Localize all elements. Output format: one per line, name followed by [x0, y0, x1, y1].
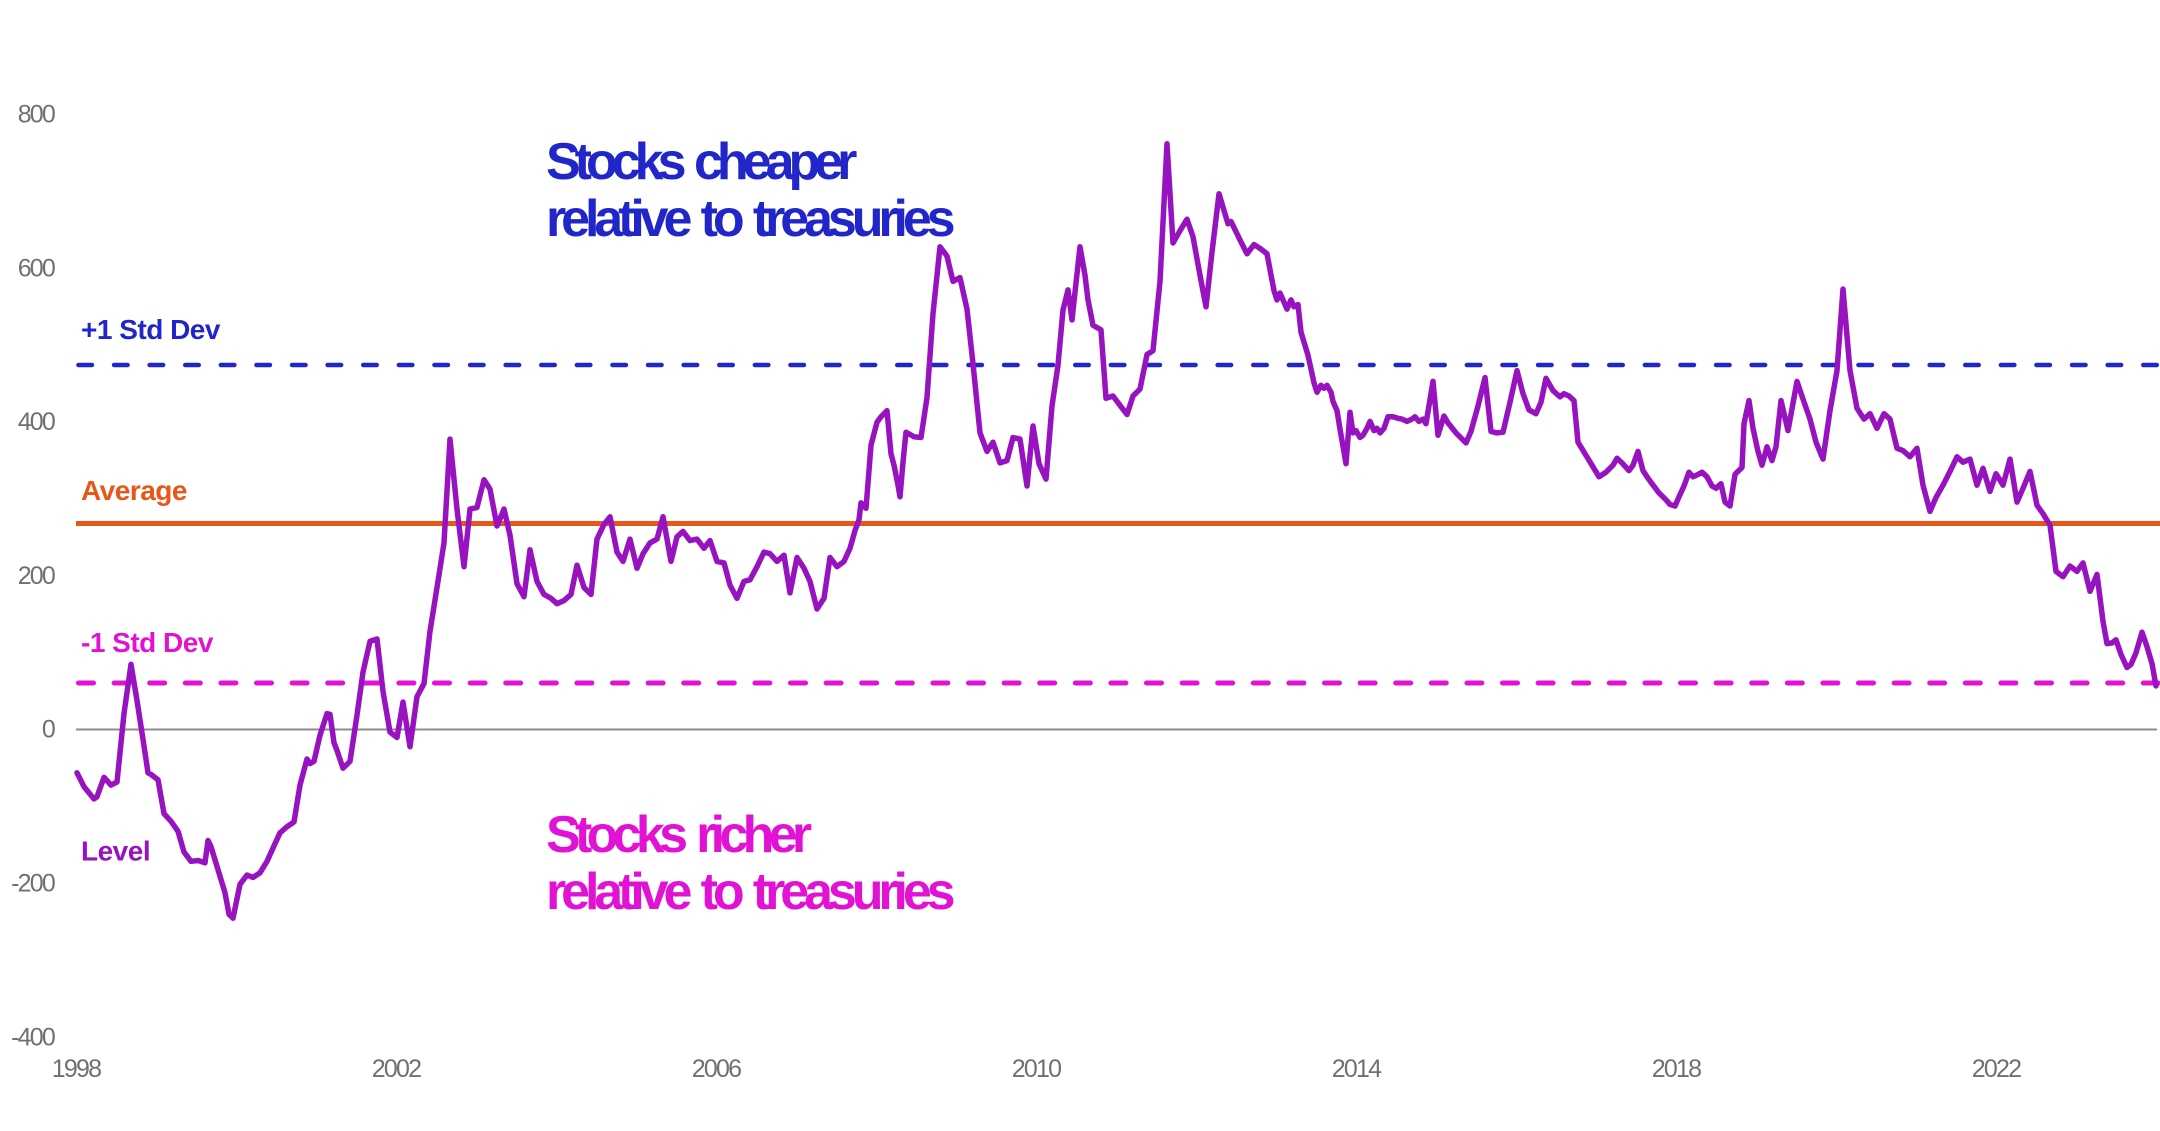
svg-text:Average: Average [81, 475, 187, 506]
svg-text:-1 Std Dev: -1 Std Dev [81, 627, 214, 658]
svg-text:2002: 2002 [372, 1055, 421, 1083]
svg-text:200: 200 [18, 562, 55, 590]
svg-text:600: 600 [18, 254, 55, 282]
svg-text:400: 400 [18, 408, 55, 436]
svg-text:+1 Std Dev: +1 Std Dev [81, 314, 221, 345]
svg-text:relative to treasuries: relative to treasuries [546, 190, 954, 248]
svg-text:2018: 2018 [1652, 1055, 1701, 1083]
svg-text:-200: -200 [11, 870, 55, 898]
svg-text:2010: 2010 [1012, 1055, 1061, 1083]
svg-text:Stocks richer: Stocks richer [546, 806, 812, 864]
svg-text:-400: -400 [11, 1023, 55, 1051]
svg-text:Level: Level [81, 836, 150, 867]
svg-text:2022: 2022 [1972, 1055, 2021, 1083]
svg-text:800: 800 [18, 101, 55, 129]
svg-text:0: 0 [42, 716, 55, 744]
svg-text:1998: 1998 [52, 1055, 101, 1083]
svg-text:2014: 2014 [1332, 1055, 1382, 1083]
svg-text:2006: 2006 [692, 1055, 741, 1083]
svg-text:Stocks cheaper: Stocks cheaper [546, 133, 857, 191]
svg-text:relative to treasuries: relative to treasuries [546, 863, 954, 921]
